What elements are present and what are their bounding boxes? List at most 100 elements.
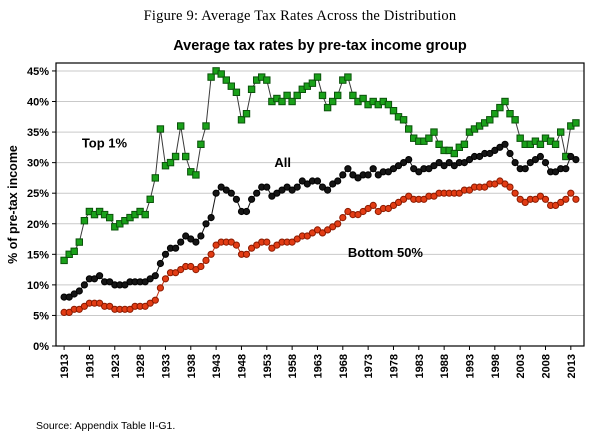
marker-bottom-50 [242,250,251,258]
marker-bottom-50 [531,195,540,203]
marker-top-1 [217,70,225,78]
marker-all [440,162,448,170]
marker-top-1 [430,128,438,136]
marker-top-1 [70,247,78,256]
marker-bottom-50 [207,250,215,258]
marker-all [435,159,443,167]
chart-area: 0% 5% 10% 15% 20% 25% 30% 35% 40% 45% 1913 1918 1923… [4,56,600,398]
y-axis-title: % of pre-tax income [6,145,20,264]
marker-all [303,180,311,188]
marker-all [324,186,332,194]
marker-all [400,159,408,167]
marker-bottom-50 [177,266,185,274]
marker-all [293,183,301,191]
marker-bottom-50 [156,284,164,292]
marker-bottom-50 [541,195,550,203]
marker-bottom-50 [455,189,463,197]
marker-bottom-50 [232,241,240,249]
marker-all [121,281,129,289]
marker-bottom-50 [202,256,210,264]
marker-top-1 [232,88,241,96]
marker-bottom-50 [141,302,149,310]
marker-all [410,165,418,173]
marker-bottom-50 [430,192,438,200]
y-axis-ticks: 0% 5% 10% 15% 20% 25% 30% 35% 40% 45% [27,66,56,353]
marker-all [106,278,114,286]
marker-bottom-50 [506,183,514,191]
marker-top-1 [501,97,509,106]
marker-all [552,168,560,176]
x-tick-label: 1993 [464,354,476,378]
marker-top-1 [425,134,433,142]
x-tick-label: 1928 [135,354,147,378]
marker-bottom-50 [80,302,89,310]
chart-plot: 0% 5% 10% 15% 20% 25% 30% 35% 40% 45% 1913 1918 1923… [6,62,585,378]
y-tick-label: 20% [27,219,49,231]
marker-top-1 [399,116,408,124]
marker-bottom-50 [308,229,316,237]
marker-bottom-50 [192,266,200,274]
x-tick-label: 1963 [312,354,324,378]
marker-all [405,156,413,164]
marker-all [187,235,195,243]
marker-all [80,281,89,289]
marker-bottom-50 [151,296,159,304]
marker-bottom-50 [369,201,377,209]
marker-all [511,159,519,167]
marker-bottom-50 [354,211,362,219]
marker-all [207,214,215,222]
marker-top-1 [308,79,317,87]
marker-top-1 [516,134,524,142]
marker-top-1 [106,213,114,222]
marker-top-1 [384,100,393,109]
series-line-all [64,143,577,298]
marker-bottom-50 [339,214,347,222]
x-tick-label: 1988 [439,354,451,378]
marker-top-1 [329,97,337,106]
x-tick-label: 2003 [515,354,527,378]
marker-all [172,244,180,252]
x-tick-label: 1968 [338,354,350,378]
marker-all [491,146,499,155]
x-tick-label: 1943 [211,354,223,378]
marker-bottom-50 [106,302,114,310]
marker-all [222,186,230,194]
marker-bottom-50 [96,299,104,307]
marker-all [415,168,423,176]
marker-bottom-50 [481,183,489,191]
marker-top-1 [146,195,154,204]
marker-bottom-50 [552,201,560,209]
marker-top-1 [247,85,256,94]
marker-top-1 [75,238,83,246]
marker-bottom-50 [384,204,392,213]
marker-top-1 [349,91,357,100]
marker-bottom-50 [491,180,499,188]
x-tick-label: 1913 [59,354,71,378]
x-tick-label: 1918 [84,354,96,378]
x-tick-label: 1958 [287,354,299,378]
marker-all [177,238,185,246]
x-tick-label: 1923 [110,354,122,378]
marker-top-1 [572,119,580,127]
marker-all [425,165,433,173]
x-tick-label: 1938 [186,354,198,378]
marker-all [354,174,362,182]
annotation-label: Bottom 50% [348,245,424,260]
marker-top-1 [293,91,301,100]
marker-all [384,168,392,176]
marker-all [313,177,322,185]
marker-bottom-50 [557,198,565,206]
marker-bottom-50 [572,195,580,203]
marker-all [521,165,529,173]
marker-all [536,152,545,161]
x-tick-label: 1998 [490,354,502,378]
marker-bottom-50 [521,198,529,206]
marker-top-1 [192,171,200,179]
marker-bottom-50 [324,226,332,234]
marker-all [501,140,509,148]
marker-top-1 [450,149,459,158]
marker-top-1 [318,91,327,100]
marker-bottom-50 [536,192,545,200]
marker-top-1 [486,116,494,124]
x-tick-label: 1973 [363,354,375,378]
